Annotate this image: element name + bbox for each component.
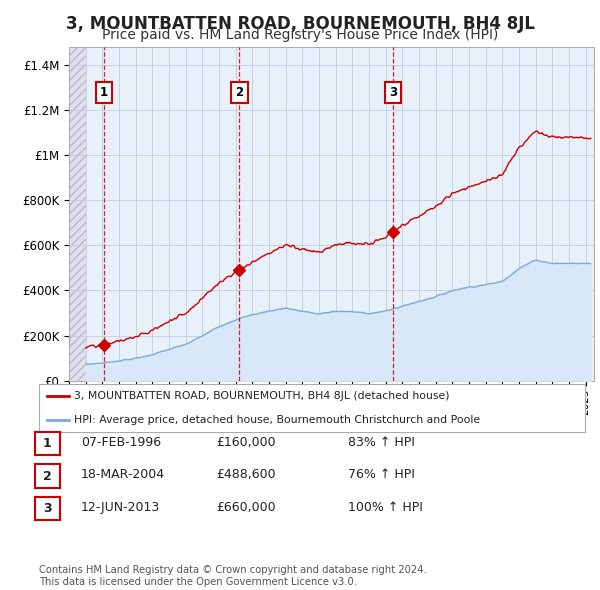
- Text: 12-JUN-2013: 12-JUN-2013: [81, 501, 160, 514]
- Text: Contains HM Land Registry data © Crown copyright and database right 2024.
This d: Contains HM Land Registry data © Crown c…: [39, 565, 427, 587]
- Text: 3, MOUNTBATTEN ROAD, BOURNEMOUTH, BH4 8JL (detached house): 3, MOUNTBATTEN ROAD, BOURNEMOUTH, BH4 8J…: [74, 391, 450, 401]
- Text: HPI: Average price, detached house, Bournemouth Christchurch and Poole: HPI: Average price, detached house, Bour…: [74, 415, 481, 425]
- Text: 3, MOUNTBATTEN ROAD, BOURNEMOUTH, BH4 8JL: 3, MOUNTBATTEN ROAD, BOURNEMOUTH, BH4 8J…: [65, 15, 535, 33]
- Text: Price paid vs. HM Land Registry's House Price Index (HPI): Price paid vs. HM Land Registry's House …: [102, 28, 498, 42]
- Text: 07-FEB-1996: 07-FEB-1996: [81, 436, 161, 449]
- Text: 18-MAR-2004: 18-MAR-2004: [81, 468, 165, 481]
- Text: £160,000: £160,000: [216, 436, 275, 449]
- Text: £488,600: £488,600: [216, 468, 275, 481]
- Text: 3: 3: [43, 502, 52, 515]
- Text: 2: 2: [43, 470, 52, 483]
- Text: £660,000: £660,000: [216, 501, 275, 514]
- Text: 1: 1: [43, 437, 52, 450]
- Text: 83% ↑ HPI: 83% ↑ HPI: [348, 436, 415, 449]
- Text: 3: 3: [389, 86, 397, 99]
- Text: 2: 2: [235, 86, 244, 99]
- Bar: [69, 47, 86, 381]
- Text: 76% ↑ HPI: 76% ↑ HPI: [348, 468, 415, 481]
- Text: 100% ↑ HPI: 100% ↑ HPI: [348, 501, 423, 514]
- Text: 1: 1: [100, 86, 108, 99]
